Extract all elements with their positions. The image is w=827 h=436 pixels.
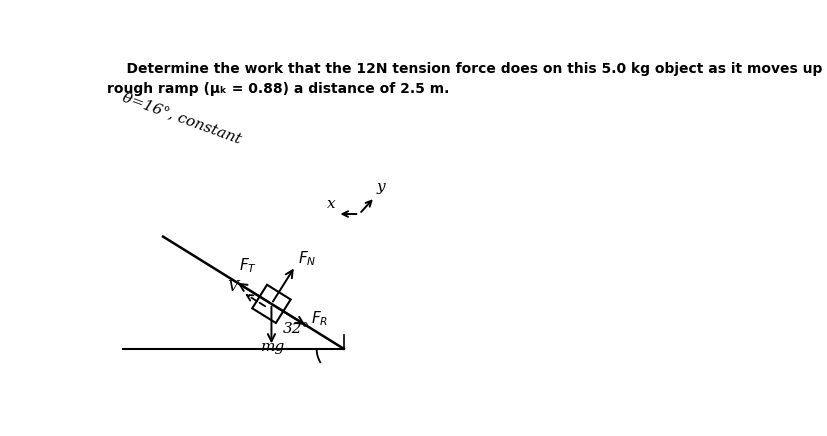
- Text: $F_T$: $F_T$: [239, 257, 257, 276]
- Text: Determine the work that the 12N tension force does on this 5.0 kg object as it m: Determine the work that the 12N tension …: [107, 61, 827, 75]
- Text: V: V: [227, 279, 238, 294]
- Text: y: y: [375, 180, 385, 194]
- Text: $F_R$: $F_R$: [310, 309, 327, 328]
- Text: rough ramp (μₖ = 0.88) a distance of 2.5 m.: rough ramp (μₖ = 0.88) a distance of 2.5…: [107, 82, 448, 95]
- Polygon shape: [252, 285, 290, 323]
- Text: $F_N$: $F_N$: [298, 249, 317, 268]
- Text: x: x: [327, 197, 335, 211]
- Text: 32°: 32°: [283, 322, 310, 336]
- Text: mg: mg: [261, 340, 284, 354]
- Text: θ=16°, constant: θ=16°, constant: [121, 90, 243, 146]
